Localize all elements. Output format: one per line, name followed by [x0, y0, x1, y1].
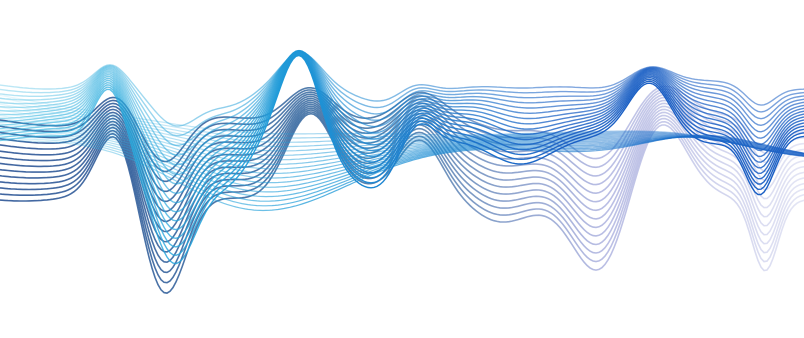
wave-line [0, 50, 804, 156]
wave-line [0, 49, 804, 195]
wave-line [0, 54, 804, 257]
wave-line [0, 52, 804, 240]
wave-line [0, 51, 804, 222]
wave-line [0, 50, 804, 213]
front-wave-layer [0, 49, 804, 265]
wave-line [0, 134, 804, 212]
wave-line [0, 50, 804, 146]
wave-line [0, 53, 804, 248]
wave-line [0, 51, 804, 137]
wave-line [0, 49, 804, 166]
wave-line [0, 49, 804, 185]
wave-line [0, 49, 804, 176]
wave-line [0, 50, 804, 204]
wave-line [0, 51, 804, 231]
wave-line [0, 52, 804, 127]
wave-line [0, 54, 804, 265]
